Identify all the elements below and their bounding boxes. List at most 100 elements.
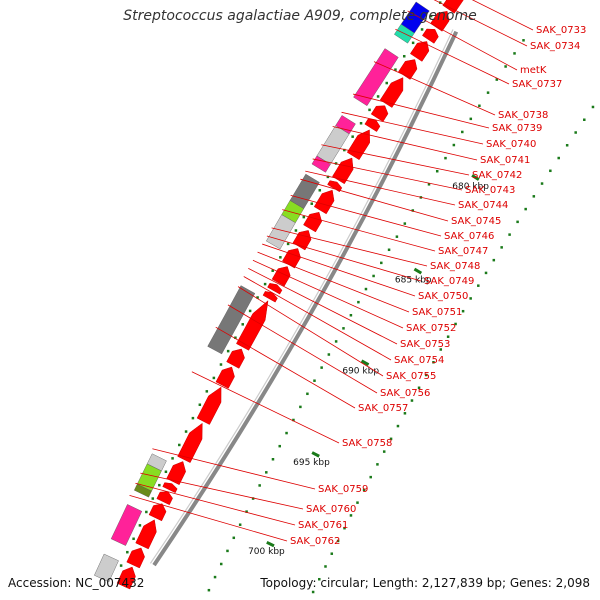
gc-dot — [549, 169, 552, 173]
gc-dot — [138, 524, 142, 527]
gc-dot — [258, 484, 261, 487]
kbp-tick-label: 695 kbp — [293, 458, 330, 468]
kbp-tick — [413, 267, 423, 275]
cds-arrow — [442, 0, 464, 14]
cds-arrow — [379, 77, 404, 108]
gc-dot — [256, 296, 259, 299]
gc-dot — [369, 475, 372, 479]
gc-dot — [286, 242, 290, 246]
gc-dot — [411, 41, 415, 45]
gc-dot — [532, 195, 536, 198]
backbone-shadow-arc — [149, 29, 454, 564]
genome-backbone — [149, 29, 459, 567]
gene-label: SAK_0760 — [306, 504, 356, 515]
feature-track — [94, 1, 430, 583]
gene-label: SAK_0740 — [486, 139, 536, 150]
gc-dot — [461, 309, 465, 313]
gc-dot — [245, 510, 248, 513]
gc-dot — [336, 539, 340, 543]
leader-line — [471, 0, 534, 31]
cds-arrow — [370, 105, 389, 122]
gene-label: SAK_0749 — [424, 276, 474, 287]
gc-dot — [403, 222, 407, 225]
gc-dot — [271, 458, 275, 461]
gc-dot — [411, 209, 415, 212]
gc-dot — [376, 95, 380, 98]
backbone-arc — [152, 30, 459, 567]
gc-dot — [343, 148, 346, 152]
leader-line — [140, 472, 304, 510]
gene-label: SAK_0733 — [536, 25, 586, 36]
gene-label: SAK_0751 — [412, 307, 462, 318]
gc-dot — [292, 418, 295, 422]
cds-arrow — [156, 491, 173, 506]
leader-line — [257, 251, 410, 313]
gene-label: SAK_0755 — [386, 371, 436, 382]
cds-arrow — [271, 266, 291, 287]
gc-dot — [306, 392, 309, 396]
gc-dot — [132, 537, 135, 541]
gc-dot — [396, 424, 400, 428]
gc-dot — [557, 156, 560, 160]
kbp-ticks: 680 kbp 685 kbp 690 kbp 695 kbp 700 kbp — [248, 174, 489, 557]
leader-line — [252, 259, 404, 329]
gene-label: SAK_0759 — [318, 484, 368, 495]
gc-dot — [380, 261, 383, 265]
gc-dot — [477, 284, 480, 287]
gc-dot — [343, 526, 346, 530]
gene-label: SAK_0734 — [530, 41, 580, 52]
gc-dot — [232, 536, 236, 540]
gc-dot — [583, 118, 586, 121]
gc-dot — [205, 390, 209, 393]
gc-dot — [372, 274, 375, 278]
gc-dot — [313, 379, 316, 382]
gc-dot — [524, 207, 527, 211]
gc-dot — [382, 450, 386, 453]
leader-line — [341, 111, 484, 145]
gc-dot — [500, 246, 503, 249]
leader-line — [227, 304, 378, 394]
gc-dot — [486, 91, 490, 94]
gc-dot — [158, 483, 161, 487]
gc-dot — [234, 336, 237, 339]
gc-dot — [429, 14, 433, 18]
cds-arrow — [135, 519, 157, 550]
gc-dot — [320, 366, 323, 369]
leader-line — [321, 144, 470, 176]
cds-arrow — [166, 461, 186, 486]
leader-line — [395, 28, 510, 85]
gc-dot — [395, 235, 399, 238]
leader-line — [191, 371, 340, 444]
leader-line — [305, 170, 456, 206]
gc-dot — [484, 271, 488, 275]
gc-dot — [394, 68, 397, 71]
leader-line — [237, 286, 384, 377]
leader-line — [290, 195, 442, 237]
gc-dot — [591, 105, 595, 109]
gene-label: SAK_0744 — [458, 200, 508, 211]
leader-line — [262, 243, 416, 297]
gc-dot — [299, 405, 302, 409]
gc-dot — [279, 256, 282, 259]
cds-arrow — [236, 300, 269, 351]
gc-dot — [495, 78, 499, 81]
gene-label: SAK_0750 — [418, 291, 468, 302]
cds-arrow — [148, 503, 167, 522]
gc-dot — [540, 182, 544, 185]
kbp-tick-label: 685 kbp — [395, 275, 432, 285]
kbp-tick-label: 690 kbp — [342, 367, 379, 377]
leader-line — [243, 276, 392, 361]
gc-dot — [364, 287, 368, 291]
gene-label: SAK_0756 — [380, 388, 430, 399]
gc-dot — [368, 108, 371, 112]
leader-line — [266, 235, 422, 282]
gc-dot — [356, 501, 359, 504]
gc-dot — [311, 590, 315, 594]
cds-arrow — [162, 482, 178, 494]
gc-dot — [310, 202, 314, 205]
gc-dot — [504, 65, 507, 68]
cds-arrow — [430, 11, 450, 32]
feature-box — [353, 48, 399, 107]
leader-line — [407, 10, 518, 71]
cds-arrow — [422, 28, 439, 44]
